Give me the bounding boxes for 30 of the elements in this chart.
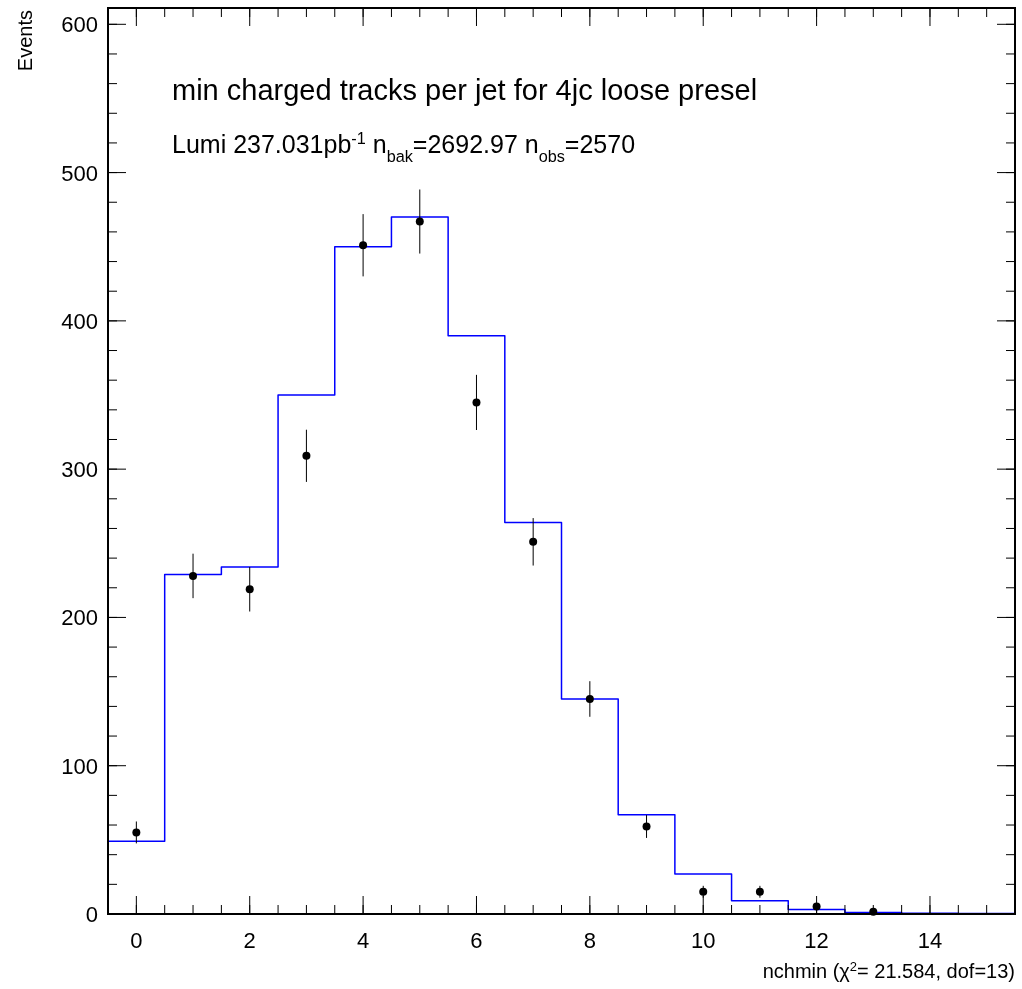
x-tick-label: 4: [356, 928, 370, 953]
x-tick-label: 14: [917, 928, 943, 953]
y-tick-label: 100: [61, 753, 98, 779]
point: [642, 822, 651, 831]
x-tick-label: 12: [804, 928, 829, 953]
x-tick-label: 6: [470, 928, 483, 953]
y-tick-label: 200: [61, 605, 98, 631]
point: [472, 398, 481, 407]
point: [302, 451, 311, 460]
x-tick-label: 2: [243, 928, 256, 953]
point: [415, 217, 424, 226]
point: [132, 828, 141, 837]
y-axis-title: Events: [14, 10, 36, 72]
y-tick-label: 400: [61, 308, 98, 334]
point: [585, 694, 594, 703]
point: [755, 887, 764, 896]
text: min charged tracks per jet for 4jc loose presel: [172, 74, 758, 106]
y-tick-label: 500: [61, 160, 98, 186]
point: [189, 571, 198, 580]
point: [529, 537, 538, 546]
y-tick-label: 300: [61, 457, 98, 483]
x-axis-title: nchmin (χ$^{2}$= 21.584, dof=13): [762, 958, 1015, 982]
text: Lumi 237.031pb$^{-1}$ n$_{bak}$=2692.97 n$_{obs}$=2570: [172, 129, 636, 165]
point: [359, 241, 368, 250]
point: [245, 585, 254, 594]
x-tick-label: 10: [690, 928, 716, 953]
x-tick-label: 0: [130, 928, 143, 953]
x-tick-label: 8: [583, 928, 596, 953]
y-tick-label: 0: [85, 902, 98, 927]
y-tick-label: 600: [61, 12, 98, 38]
